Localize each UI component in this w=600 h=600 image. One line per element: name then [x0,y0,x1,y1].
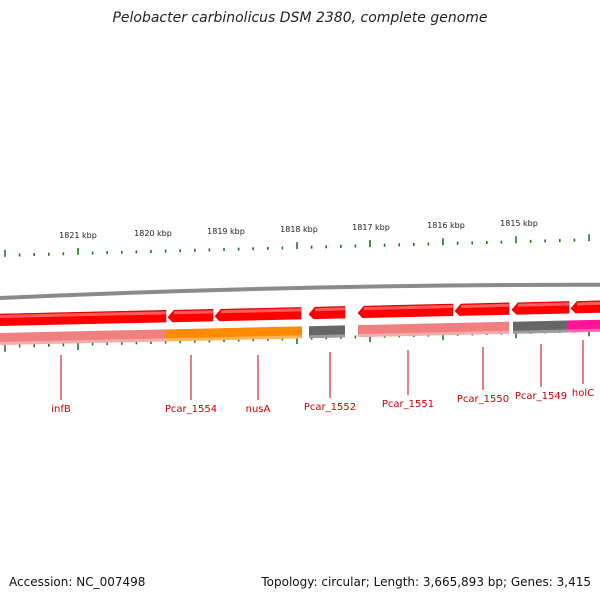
ruler-label: 1820 kbp [134,229,172,238]
gene-label-lines [60,340,584,400]
feature-block [213,326,302,341]
gene-track [0,300,600,328]
ruler-label: 1816 kbp [427,221,465,230]
ruler-label: 1818 kbp [280,225,318,234]
gene-label-pcar_1550: Pcar_1550 [457,394,509,405]
ruler-ticks-top [4,234,590,257]
ruler-label: 1821 kbp [59,231,97,240]
gene-label-nusa: nusA [246,404,271,415]
gene-highlight [221,308,301,314]
backbone-line [0,282,600,300]
gene-highlight [315,307,345,312]
genome-backbone [0,282,600,300]
feature-block [309,325,345,339]
feature-block [166,328,213,342]
gene-highlight [518,302,569,307]
gene-label-pcar_1552: Pcar_1552 [304,402,356,413]
genome-summary: Topology: circular; Length: 3,665,893 bp… [261,575,591,589]
feature-shade [0,338,166,345]
feature-shade [513,329,567,334]
gene-highlight [0,311,166,318]
gene-highlight [364,305,453,311]
ruler-label: 1819 kbp [207,227,245,236]
map-title: Pelobacter carbinolicus DSM 2380, comple… [112,10,488,26]
ruler-label: 1815 kbp [500,219,538,228]
track-separator [0,312,600,328]
gene-label-holc: holC [572,388,594,399]
gene-highlight [461,303,509,308]
feature-shade [309,334,345,339]
gene-label-pcar_1551: Pcar_1551 [382,399,434,410]
feature-block [0,329,166,345]
feature-track [0,312,600,345]
feature-block [358,323,453,338]
ruler-label: 1817 kbp [352,223,390,232]
feature-block [567,319,600,333]
feature-shade [358,332,453,338]
feature-shade [453,330,509,336]
accession-text: Accession: NC_007498 [9,575,146,589]
feature-shade [567,328,600,333]
gene-highlight [174,310,213,315]
gene-labels: infB Pcar_1554 nusA Pcar_1552 Pcar_1551 Pcar_… [51,388,594,415]
feature-block [453,321,509,336]
ruler-labels: 1821 kbp 1820 kbp 1819 kbp 1818 kbp 1817 kbp… [59,219,538,240]
feature-shade [213,335,302,341]
feature-block [513,320,567,334]
gene-label-infb: infB [51,404,71,415]
gene-label-pcar_1554: Pcar_1554 [165,404,217,415]
gene-highlight [577,301,600,306]
feature-shade [166,337,213,342]
gene-label-pcar_1549: Pcar_1549 [515,391,567,402]
